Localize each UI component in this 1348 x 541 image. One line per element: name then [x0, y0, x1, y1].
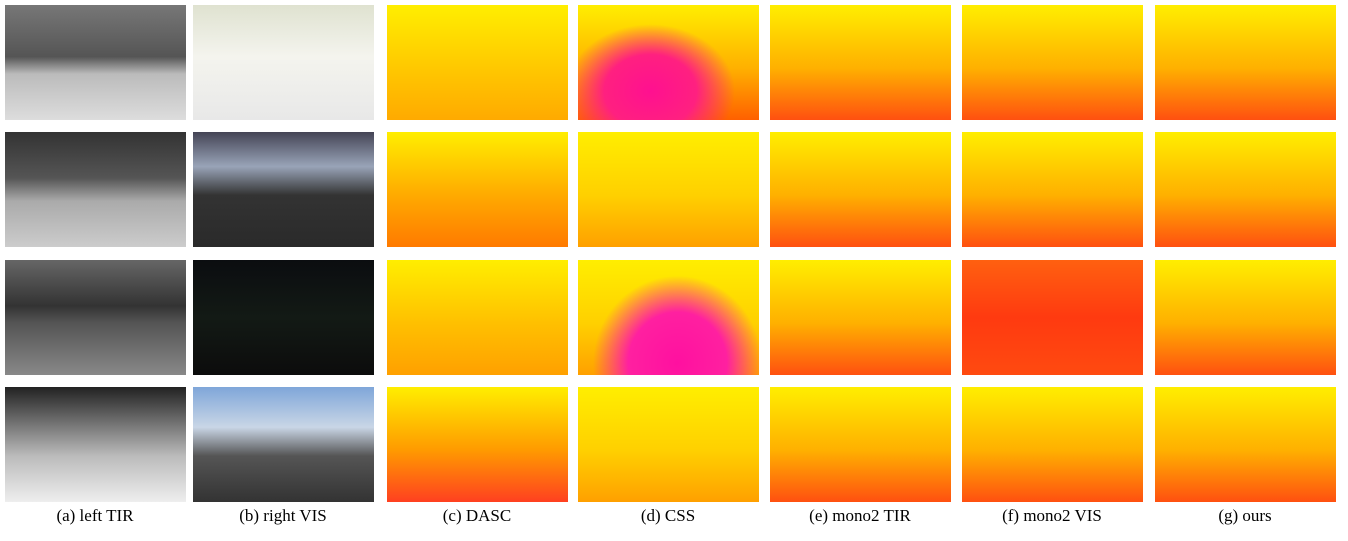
image-panel	[387, 5, 568, 120]
image-panel	[1155, 387, 1336, 502]
image-panel	[578, 132, 759, 247]
image-panel	[962, 5, 1143, 120]
caption: (d) CSS	[640, 506, 696, 525]
image-panel	[962, 260, 1143, 375]
image-panel	[962, 387, 1143, 502]
caption: (g) ours	[1218, 506, 1272, 525]
image-panel	[770, 387, 951, 502]
image-panel	[770, 5, 951, 120]
image-panel	[1155, 5, 1336, 120]
image-panel	[193, 260, 374, 375]
image-panel	[193, 132, 374, 247]
image-panel	[387, 260, 568, 375]
image-panel	[578, 387, 759, 502]
image-panel	[5, 387, 186, 502]
image-panel	[770, 132, 951, 247]
image-panel	[5, 132, 186, 247]
image-panel	[1155, 260, 1336, 375]
image-panel	[387, 387, 568, 502]
caption: (f) mono2 VIS	[1002, 506, 1102, 525]
image-panel	[193, 5, 374, 120]
image-panel	[193, 387, 374, 502]
image-panel	[770, 260, 951, 375]
image-panel	[962, 132, 1143, 247]
image-panel	[578, 260, 759, 375]
image-panel	[1155, 132, 1336, 247]
image-panel	[5, 260, 186, 375]
caption: (b) right VIS	[239, 506, 327, 525]
caption: (c) DASC	[442, 506, 512, 525]
image-panel	[578, 5, 759, 120]
caption: (a) left TIR	[56, 506, 134, 525]
image-panel	[387, 132, 568, 247]
caption: (e) mono2 TIR	[809, 506, 911, 525]
image-panel	[5, 5, 186, 120]
